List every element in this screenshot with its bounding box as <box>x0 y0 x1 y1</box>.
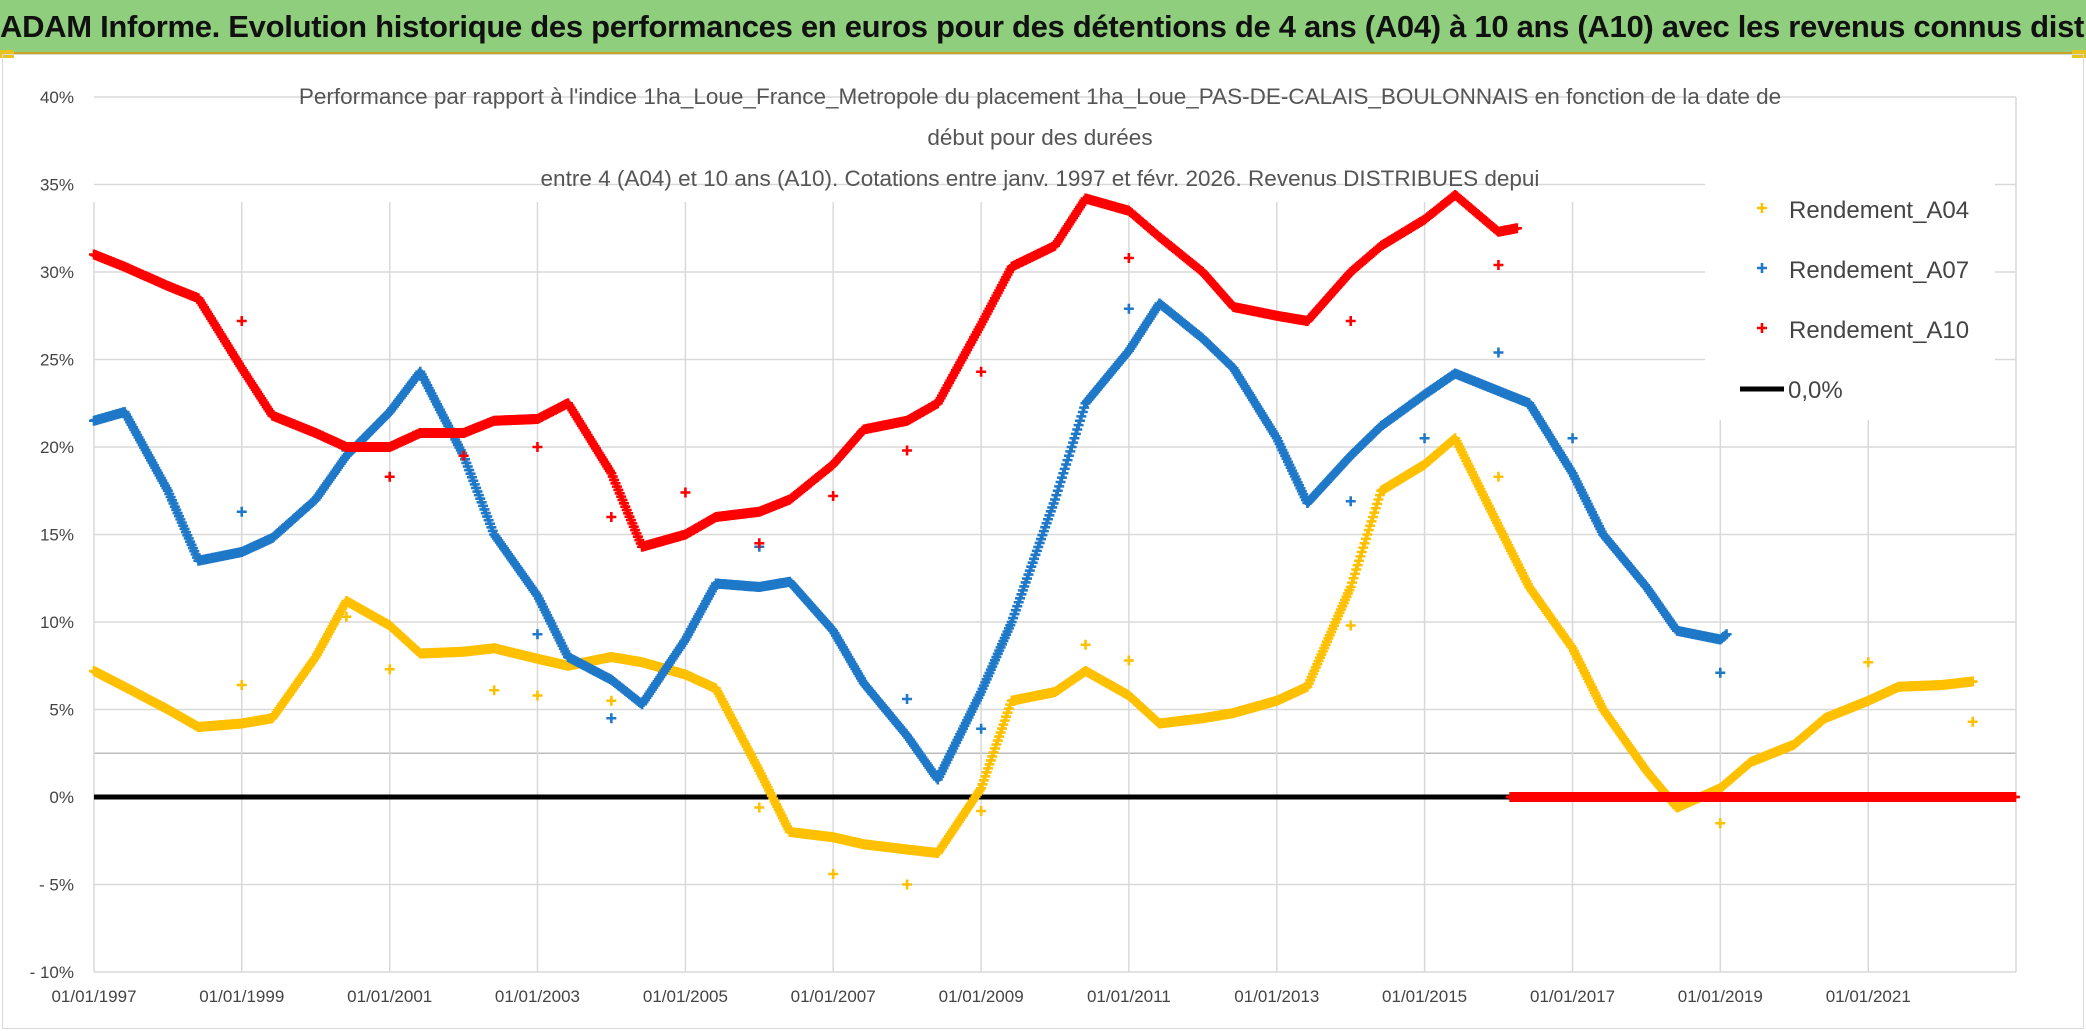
series-layer <box>89 190 2020 890</box>
outlier-point <box>1715 818 1726 829</box>
outlier-point <box>1493 347 1504 358</box>
outlier-point <box>532 442 543 452</box>
outlier-point <box>754 538 765 549</box>
outlier-point <box>236 506 247 517</box>
data-point <box>1721 629 1732 640</box>
outlier-point <box>384 471 395 482</box>
outlier-point <box>236 680 247 690</box>
data-point <box>1720 630 1730 641</box>
axis-labels: 40% 35% 30% 25% 20% 15% 10% 5% 0% - 5% - 10% 01/01/… <box>30 88 1911 1006</box>
x-tick-label: 01/01/2007 <box>791 987 876 1006</box>
x-tick-label: 01/01/2019 <box>1678 987 1763 1006</box>
outlier-point <box>754 802 765 813</box>
outlier-point <box>902 879 913 890</box>
outlier-point <box>341 611 352 622</box>
y-tick-label: - 5% <box>39 876 74 895</box>
data-point <box>1511 223 1522 234</box>
y-tick-label: 35% <box>40 176 74 195</box>
outlier-point <box>606 512 617 522</box>
outlier-point <box>384 664 395 675</box>
x-tick-label: 01/01/2009 <box>939 987 1024 1006</box>
y-tick-label: 40% <box>40 88 74 107</box>
chart-title-line: entre 4 (A04) et 10 ans (A10). Cotations… <box>541 166 1540 191</box>
outlier-point <box>902 445 913 456</box>
outlier-point <box>1493 471 1504 482</box>
outlier-point <box>1419 433 1430 444</box>
x-tick-label: 01/01/1999 <box>199 987 284 1006</box>
outlier-point <box>532 629 543 640</box>
chart-title-line: début pour des durées <box>927 125 1152 150</box>
y-tick-label: 30% <box>40 263 74 282</box>
y-tick-label: 20% <box>40 438 74 457</box>
y-tick-label: 15% <box>40 526 74 545</box>
legend-marker <box>1757 203 1767 213</box>
outlier-point <box>976 723 987 734</box>
y-tick-label: 0% <box>49 788 74 807</box>
y-tick-label: - 10% <box>30 963 74 982</box>
outlier-point <box>532 690 543 701</box>
outlier-point <box>680 487 691 498</box>
zero-segment-point <box>2009 792 2020 802</box>
report-title: ADAM Informe. Evolution historique des p… <box>0 9 2086 44</box>
chart-title: Performance par rapport à l'indice 1ha_L… <box>299 84 1781 191</box>
outlier-point <box>1345 316 1356 326</box>
x-tick-label: 01/01/2015 <box>1382 987 1467 1006</box>
data-point <box>1967 676 1978 687</box>
chart-title-line: Performance par rapport à l'indice 1ha_L… <box>299 84 1781 109</box>
grid-layer <box>93 96 2017 973</box>
outlier-point <box>1123 253 1134 263</box>
outlier-point <box>1345 620 1356 631</box>
y-tick-label: 10% <box>40 613 74 632</box>
outlier-point <box>976 366 987 377</box>
outlier-point <box>236 316 247 326</box>
outlier-point <box>1567 433 1578 444</box>
legend-label: Rendement_A04 <box>1789 197 1969 224</box>
outlier-point <box>458 450 469 461</box>
outlier-point <box>828 491 839 501</box>
outlier-point <box>1345 496 1356 507</box>
x-tick-label: 01/01/2017 <box>1530 987 1615 1006</box>
x-tick-label: 01/01/2005 <box>643 987 728 1006</box>
x-tick-label: 01/01/2011 <box>1087 987 1171 1006</box>
series-Rendement_A04 <box>89 433 1978 890</box>
outlier-point <box>606 695 617 706</box>
outlier-point <box>1967 716 1978 727</box>
legend-box <box>1705 180 1995 420</box>
report-banner: ADAM Informe. Evolution historique des p… <box>0 0 2086 54</box>
outlier-point <box>1863 657 1874 668</box>
x-tick-label: 01/01/2013 <box>1234 987 1319 1006</box>
outlier-point <box>606 713 617 724</box>
chart-legend: Rendement_A04 Rendement_A07 Rendement_A10 0… <box>1705 180 1995 420</box>
outlier-point <box>1123 303 1134 314</box>
outlier-point <box>976 806 987 816</box>
y-tick-label: 5% <box>49 701 74 720</box>
outlier-point <box>1715 667 1726 678</box>
legend-marker <box>1757 323 1767 333</box>
legend-label: Rendement_A07 <box>1789 257 1969 284</box>
outlier-point <box>1493 260 1504 270</box>
outlier-point <box>1123 655 1134 666</box>
series-Rendement_A10 <box>89 190 2020 802</box>
legend-label: 0,0% <box>1788 377 1843 404</box>
x-tick-label: 01/01/2001 <box>347 987 432 1006</box>
y-tick-label: 25% <box>40 351 74 370</box>
outlier-point <box>902 694 913 704</box>
outlier-point <box>1080 639 1091 650</box>
chart-frame <box>2 54 2084 1029</box>
outlier-point <box>828 869 839 879</box>
legend-label: Rendement_A10 <box>1789 317 1969 344</box>
x-tick-label: 01/01/2003 <box>495 987 580 1006</box>
x-tick-label: 01/01/1997 <box>51 987 136 1006</box>
legend-marker <box>1757 263 1767 273</box>
outlier-point <box>489 685 500 696</box>
x-tick-label: 01/01/2021 <box>1826 987 1911 1006</box>
series-Rendement_A07 <box>89 298 1732 785</box>
